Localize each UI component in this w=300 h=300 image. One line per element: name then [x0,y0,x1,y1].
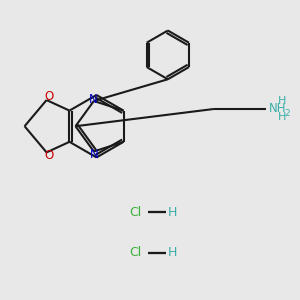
Text: H: H [168,246,177,259]
Text: H: H [278,112,286,122]
Text: O: O [44,90,53,103]
Text: N: N [89,148,98,160]
Text: Cl: Cl [129,246,141,259]
Text: H: H [168,206,177,219]
Text: H: H [278,96,286,106]
Text: NH: NH [269,103,286,116]
Text: O: O [44,149,53,162]
Text: 2: 2 [285,109,290,118]
Text: Cl: Cl [129,206,141,219]
Text: N: N [88,93,97,106]
